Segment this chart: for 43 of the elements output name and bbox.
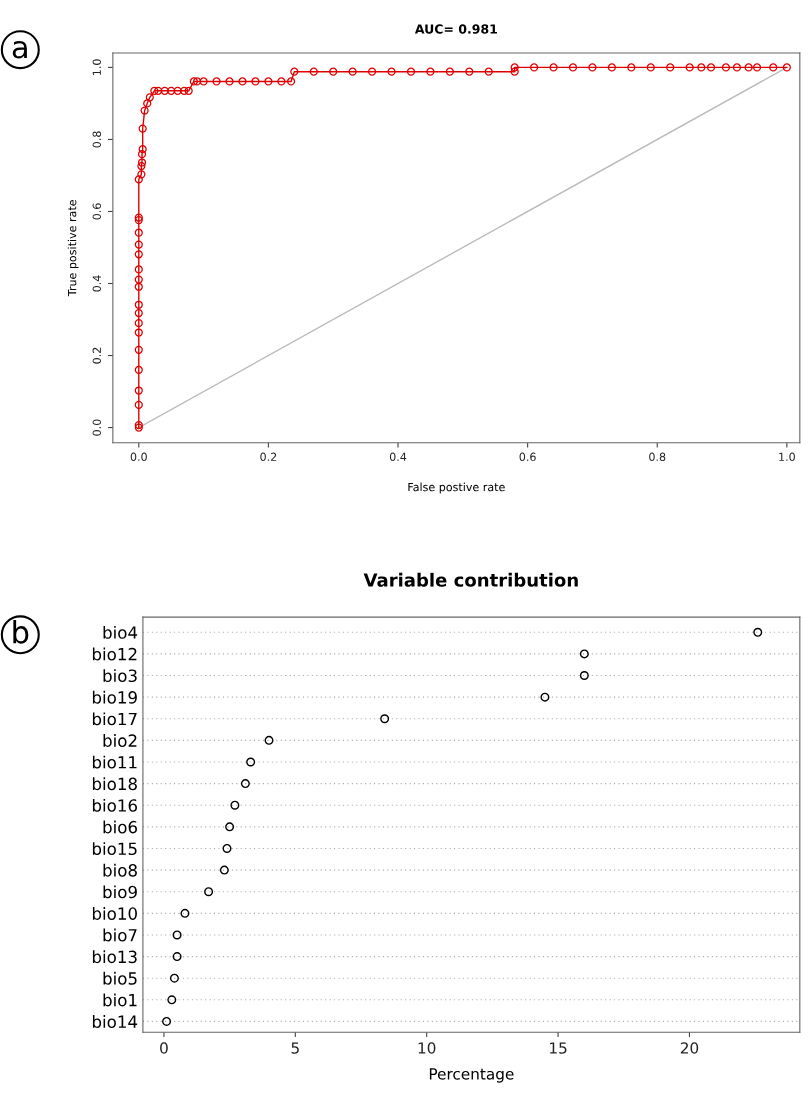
y-tick-label: bio19 bbox=[92, 690, 137, 704]
x-tick-label: 0 bbox=[160, 1042, 168, 1054]
text: b bbox=[13, 620, 29, 644]
x-tick-label: 1.0 bbox=[779, 452, 795, 462]
chart-title: AUC= 0.981 bbox=[414, 24, 497, 34]
x-tick-label: 0.4 bbox=[389, 452, 407, 462]
y-tick-label: bio10 bbox=[92, 907, 137, 920]
y-tick-label: bio5 bbox=[103, 971, 137, 985]
y-tick-label: bio7 bbox=[103, 928, 137, 942]
x-tick-label: 0.0 bbox=[130, 452, 147, 462]
y-axis-title: True positive rate bbox=[67, 200, 79, 297]
x-tick-label: 0.8 bbox=[649, 452, 666, 462]
x-tick-label: 0.6 bbox=[519, 452, 536, 462]
y-tick-label: bio17 bbox=[92, 712, 137, 726]
text: a bbox=[12, 41, 27, 59]
x-tick-label: 5 bbox=[291, 1042, 299, 1054]
chart-title: Variable contribution bbox=[363, 572, 578, 587]
y-tick-label: bio13 bbox=[92, 950, 137, 964]
y-tick-label: bio4 bbox=[103, 625, 138, 639]
x-tick-label: 15 bbox=[550, 1042, 567, 1054]
y-tick-label: 0.2 bbox=[92, 347, 101, 364]
x-tick-label: 0.2 bbox=[260, 452, 277, 462]
x-tick-label: 20 bbox=[680, 1042, 699, 1054]
y-tick-label: bio14 bbox=[92, 1015, 138, 1028]
y-tick-label: 0.8 bbox=[92, 131, 101, 148]
x-axis-title: Percentage bbox=[429, 1068, 514, 1083]
y-tick-label: 0.6 bbox=[92, 203, 101, 220]
y-tick-label: 0.0 bbox=[92, 419, 101, 436]
y-tick-label: 0.4 bbox=[92, 275, 101, 292]
y-tick-label: bio3 bbox=[103, 669, 137, 683]
y-tick-label: bio15 bbox=[92, 842, 137, 856]
y-tick-label: bio16 bbox=[92, 798, 137, 812]
y-tick-label: bio6 bbox=[103, 820, 137, 834]
y-tick-label: 1.0 bbox=[92, 59, 101, 76]
x-axis-title: False postive rate bbox=[408, 482, 505, 494]
y-tick-label: bio9 bbox=[103, 885, 137, 899]
y-tick-label: bio11 bbox=[92, 755, 137, 769]
x-tick-label: 10 bbox=[418, 1042, 436, 1054]
y-tick-label: bio8 bbox=[103, 863, 137, 877]
y-tick-label: bio18 bbox=[92, 777, 137, 791]
y-tick-label: bio2 bbox=[103, 734, 137, 747]
y-tick-label: bio1 bbox=[103, 993, 137, 1007]
y-tick-label: bio12 bbox=[92, 647, 137, 661]
